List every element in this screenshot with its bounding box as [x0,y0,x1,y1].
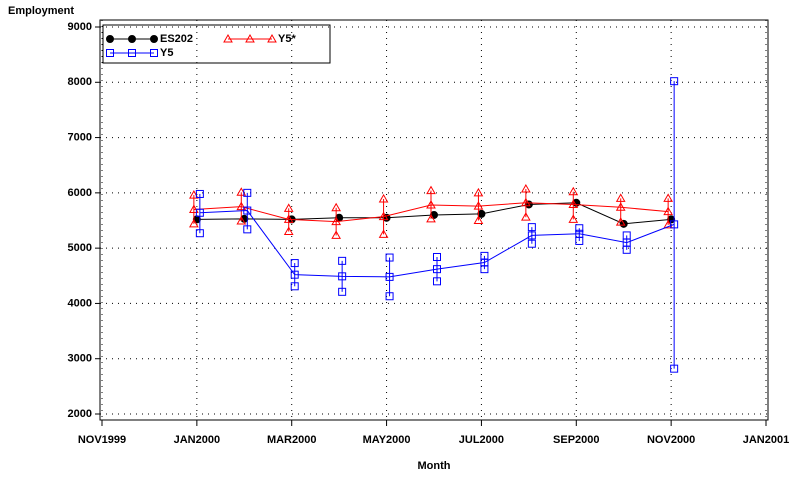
marker [385,272,394,281]
x-tick-label: JUL2000 [459,434,504,446]
marker [331,230,342,239]
marker [622,238,631,247]
legend-label: Y5* [278,33,296,45]
marker [670,364,679,373]
marker [243,206,252,215]
marker [236,201,247,211]
marker [331,216,342,226]
marker [150,49,158,57]
marker [568,214,579,223]
marker [663,193,674,202]
marker [520,183,531,193]
marker [670,220,679,229]
legend-box [102,24,331,64]
marker [223,33,233,43]
marker [106,35,114,43]
marker [192,215,201,224]
marker [338,287,347,296]
marker [433,252,441,261]
marker [195,229,204,238]
marker [188,218,199,228]
marker [195,208,204,217]
marker [378,229,389,238]
x-tick-label: JAN2000 [174,434,220,446]
x-tick-label: MAR2000 [267,434,317,446]
legend-label: Y5 [160,47,173,59]
marker [670,77,679,86]
marker [283,226,294,236]
marker [575,229,584,238]
marker [568,199,579,208]
marker [527,231,536,240]
marker [575,224,584,233]
marker [385,292,394,301]
y-tick-label: 2000 [68,408,92,420]
marker [385,253,394,262]
marker [568,186,579,196]
legend-label: ES202 [160,33,193,45]
y-tick-label: 7000 [68,131,92,143]
marker [236,216,247,225]
marker [663,206,674,216]
marker [128,49,136,57]
marker [615,217,626,226]
marker [290,270,299,279]
x-axis-label: Month [418,460,451,472]
marker [520,197,531,207]
marker [283,203,294,212]
marker [150,35,158,43]
y-tick-label: 9000 [68,21,92,33]
marker [477,209,486,218]
marker [473,215,484,224]
marker [106,49,114,57]
marker [378,211,389,221]
marker [473,201,484,210]
marker [338,256,347,265]
y-tick-label: 8000 [68,76,92,88]
x-tick-label: NOV2000 [647,434,695,446]
marker [338,272,347,281]
marker [283,214,294,223]
y-tick-label: 4000 [68,297,92,309]
marker [245,33,255,43]
marker [426,200,436,209]
marker [615,202,626,211]
x-tick-label: SEP2000 [553,434,599,446]
marker [473,187,484,197]
y-tick-label: 3000 [68,353,92,365]
marker [243,188,252,197]
marker [195,189,204,198]
marker [267,33,277,43]
marker [527,239,536,248]
y-tick-label: 5000 [68,242,92,254]
plot-frame [99,19,769,421]
y-tick-label: 6000 [68,187,92,199]
marker [128,35,136,43]
marker [426,185,436,195]
marker [527,223,536,232]
marker [290,259,299,268]
marker [615,193,626,202]
marker [433,277,441,286]
x-tick-label: NOV1999 [78,434,126,446]
x-tick-label: JAN2001 [743,434,789,446]
marker [378,193,389,203]
x-tick-label: MAY2000 [363,434,411,446]
marker [243,225,252,234]
marker [480,258,489,267]
marker [520,212,531,221]
marker [331,202,342,212]
marker [426,213,436,223]
marker [290,282,299,291]
y-axis-label: Employment [8,5,74,17]
marker [433,265,441,274]
